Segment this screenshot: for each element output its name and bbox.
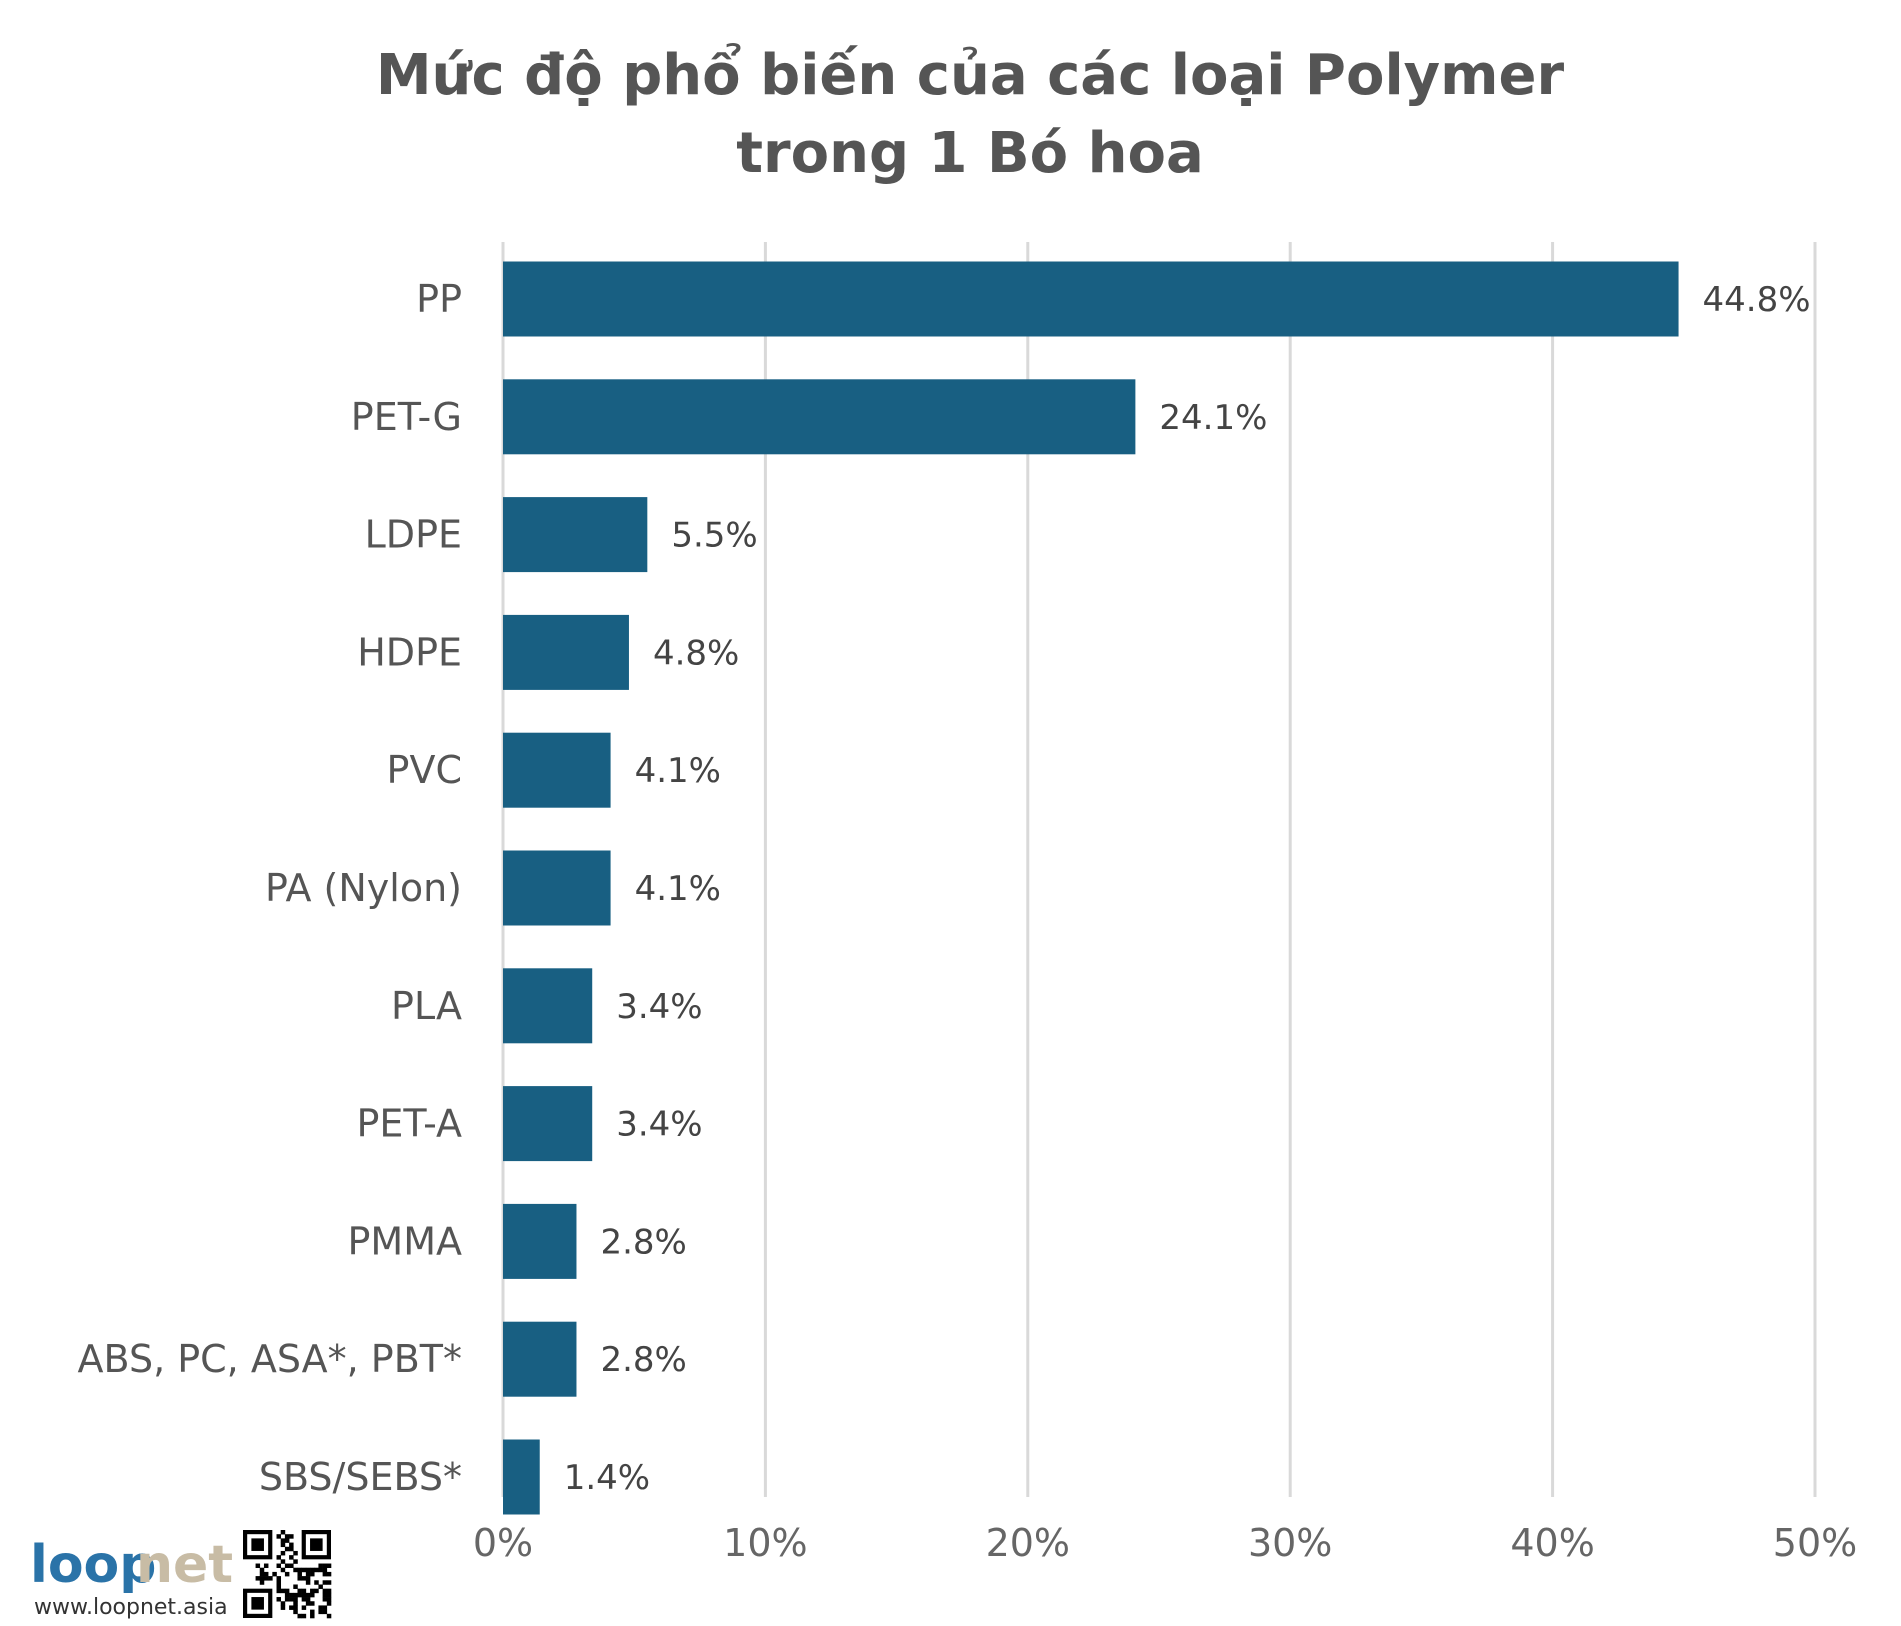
value-labels: 44.8% 24.1% 5.5% 4.8% 4.1% 4.1% 3.4% 3.4% 2.8% 2.… [564,280,1811,1498]
bar [503,1321,577,1397]
category-label: PP [416,277,462,321]
value-label: 4.1% [635,869,721,909]
website-url: www.loopnet.asia [34,1595,228,1620]
category-label: PMMA [348,1219,462,1263]
chart-title-line-1: Mức độ phổ biến của các loại Polymer [376,43,1565,108]
category-label: SBS/SEBS* [259,1455,462,1499]
category-label: PET-G [351,395,462,439]
qr-code-icon [243,1530,332,1619]
bar [503,614,629,690]
bars [503,261,1679,1515]
value-label: 24.1% [1159,398,1267,438]
category-label: HDPE [357,630,462,674]
bar [503,1086,593,1162]
loopnet-logo: loop net [30,1535,233,1595]
value-label: 5.5% [671,516,757,556]
bar [503,1439,540,1515]
category-labels: PP PET-G LDPE HDPE PVC PA (Nylon) PLA PET-A PMMA… [78,277,462,1499]
value-label: 2.8% [600,1340,686,1380]
category-label: PVC [387,748,462,792]
value-label: 2.8% [600,1222,686,1262]
category-label: ABS, PC, ASA*, PBT* [78,1337,462,1381]
category-label: PET-A [356,1102,462,1146]
value-label: 3.4% [616,987,702,1027]
category-label: PLA [391,984,462,1028]
value-label: 4.1% [635,751,721,791]
bar [503,968,593,1044]
category-label: PA (Nylon) [265,866,462,910]
logo-word-net: net [136,1535,233,1595]
chart-title-line-2: trong 1 Bó hoa [736,121,1204,186]
x-tick-label: 40% [1510,1521,1594,1565]
x-tick-label: 20% [986,1521,1070,1565]
bar [503,1203,577,1279]
x-tick-label: 50% [1773,1521,1857,1565]
logo-word-loop: loop [30,1535,157,1595]
chart-title: Mức độ phổ biến của các loại Polymer tro… [376,43,1565,186]
x-tick-label: 0% [473,1521,533,1565]
value-label: 3.4% [616,1105,702,1145]
x-tick-label: 10% [723,1521,807,1565]
bar [503,379,1136,455]
bar [503,850,611,926]
bar [503,732,611,808]
bar [503,497,648,573]
x-axis-tick-labels: 0% 10% 20% 30% 40% 50% [473,1521,1857,1565]
value-label: 1.4% [564,1458,650,1498]
x-tick-label: 30% [1248,1521,1332,1565]
bar [503,261,1679,337]
value-label: 44.8% [1703,280,1811,320]
category-label: LDPE [365,513,462,557]
value-label: 4.8% [653,633,739,673]
